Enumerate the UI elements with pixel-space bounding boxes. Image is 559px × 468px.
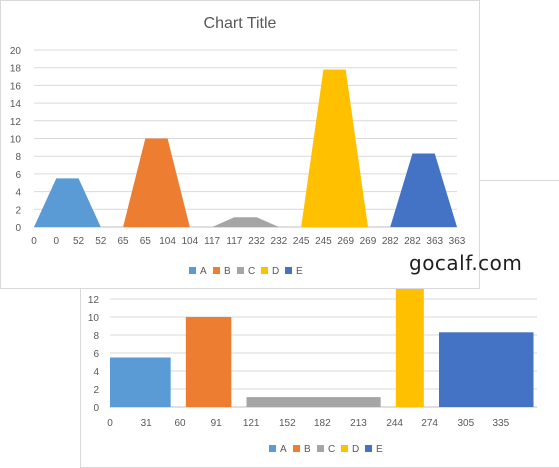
y-tick-label: 6	[15, 170, 21, 181]
x-tick-label: 0	[53, 236, 59, 247]
y-tick-label: 12	[10, 117, 22, 128]
x-tick-label: 274	[421, 418, 438, 429]
area-series-A	[110, 357, 171, 407]
legend-label-D: D	[352, 444, 359, 455]
x-tick-label: 52	[73, 236, 85, 247]
x-tick-label: 232	[248, 236, 265, 247]
area-series-E	[439, 332, 534, 407]
legend-swatch-C	[317, 445, 324, 452]
x-tick-label: 52	[95, 236, 107, 247]
y-tick-label: 0	[93, 403, 99, 414]
legend-swatch-A	[189, 267, 196, 274]
x-tick-label: 282	[404, 236, 421, 247]
x-tick-label: 245	[293, 236, 310, 247]
legend-label-E: E	[376, 444, 383, 455]
y-tick-label: 10	[88, 313, 100, 324]
x-tick-label: 305	[457, 418, 474, 429]
area-series-A	[34, 178, 101, 227]
y-tick-label: 8	[15, 152, 21, 163]
x-tick-label: 152	[279, 418, 296, 429]
x-tick-label: 104	[159, 236, 176, 247]
area-series-B	[185, 317, 232, 407]
x-tick-label: 244	[386, 418, 403, 429]
legend-swatch-D	[341, 445, 348, 452]
x-tick-label: 269	[360, 236, 377, 247]
y-tick-label: 20	[10, 46, 22, 57]
watermark-text: gocalf.com	[409, 251, 523, 275]
legend-label-A: A	[200, 266, 207, 277]
x-tick-label: 91	[211, 418, 223, 429]
y-tick-label: 12	[88, 295, 100, 306]
y-tick-label: 14	[10, 99, 22, 110]
x-tick-label: 363	[449, 236, 466, 247]
y-tick-label: 8	[93, 331, 99, 342]
legend-label-A: A	[280, 444, 287, 455]
legend-swatch-E	[285, 267, 292, 274]
x-tick-label: 245	[315, 236, 332, 247]
y-tick-label: 18	[10, 64, 22, 75]
legend-label-D: D	[272, 266, 279, 277]
area-series-D	[301, 69, 368, 227]
area-series-B	[123, 138, 190, 227]
legend-swatch-D	[261, 267, 268, 274]
x-tick-label: 0	[31, 236, 37, 247]
y-tick-label: 10	[10, 135, 22, 146]
x-tick-label: 117	[204, 236, 220, 247]
x-tick-label: 60	[174, 418, 186, 429]
x-tick-label: 117	[226, 236, 242, 247]
x-tick-label: 182	[314, 418, 331, 429]
area-series-C	[246, 397, 381, 407]
x-tick-label: 65	[140, 236, 152, 247]
x-tick-label: 65	[117, 236, 129, 247]
x-tick-label: 104	[181, 236, 198, 247]
legend-label-C: C	[248, 266, 255, 277]
x-tick-label: 31	[141, 418, 153, 429]
legend-swatch-A	[269, 445, 276, 452]
legend-label-B: B	[224, 266, 231, 277]
chart-top: Chart Title 0 2 4 6 8 10 12 14 16 18 20 0 0 52 52 65 65 10…	[0, 0, 480, 289]
x-tick-label: 335	[492, 418, 509, 429]
x-tick-label: 363	[426, 236, 443, 247]
legend-label-B: B	[304, 444, 311, 455]
x-tick-label: 213	[350, 418, 367, 429]
legend-swatch-B	[293, 445, 300, 452]
y-tick-label: 2	[93, 385, 99, 396]
legend-label-E: E	[296, 266, 303, 277]
x-tick-label: 232	[271, 236, 288, 247]
x-tick-label: 0	[107, 418, 113, 429]
chart-title: Chart Title	[204, 15, 277, 32]
x-tick-label: 121	[243, 418, 260, 429]
y-tick-label: 6	[93, 349, 99, 360]
x-tick-label: 269	[337, 236, 354, 247]
legend-swatch-C	[237, 267, 244, 274]
y-tick-label: 0	[15, 223, 21, 234]
legend-label-C: C	[328, 444, 335, 455]
y-tick-label: 4	[15, 188, 21, 199]
area-series-C	[212, 217, 279, 227]
x-tick-label: 282	[382, 236, 399, 247]
legend-swatch-B	[213, 267, 220, 274]
y-tick-label: 2	[15, 205, 21, 216]
legend-swatch-E	[365, 445, 372, 452]
area-series-E	[390, 153, 457, 227]
y-tick-label: 4	[93, 367, 99, 378]
y-tick-label: 16	[10, 81, 22, 92]
